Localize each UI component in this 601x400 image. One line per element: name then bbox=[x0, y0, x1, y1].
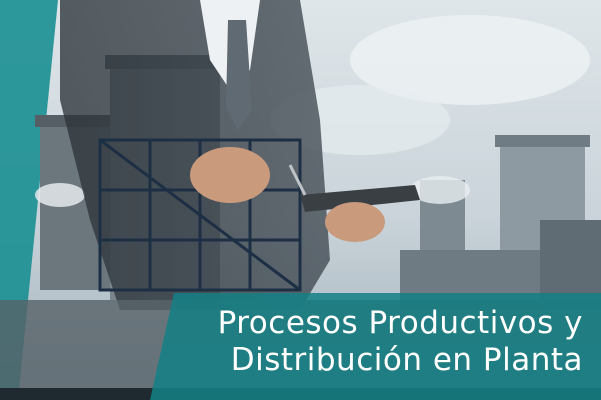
title-line-2: Distribución en Planta bbox=[230, 342, 583, 378]
title-line-1: Procesos Productivos y bbox=[217, 305, 583, 341]
title-panel bbox=[150, 293, 601, 400]
